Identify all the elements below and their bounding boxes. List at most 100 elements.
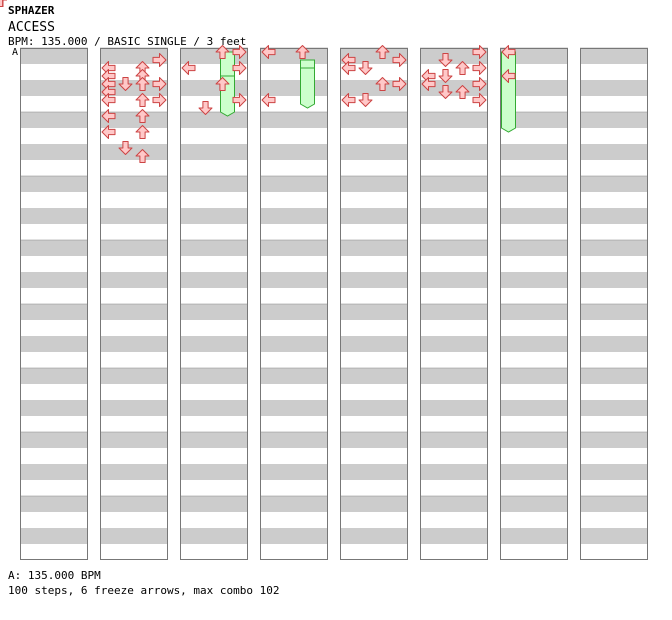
beat-band — [580, 528, 648, 544]
freeze-arrow — [300, 67, 315, 109]
beat-band — [20, 336, 88, 352]
beat-band — [20, 368, 88, 384]
beat-band — [260, 240, 328, 256]
beat-band — [500, 208, 568, 224]
beat-band — [500, 240, 568, 256]
step-arrow-down — [118, 77, 133, 91]
beat-band — [580, 272, 648, 288]
beat-band — [20, 272, 88, 288]
beat-band — [420, 336, 488, 352]
song-title: ACCESS — [8, 20, 55, 35]
step-arrow-undefined — [0, 0, 7, 7]
beat-band — [20, 240, 88, 256]
beat-band — [20, 432, 88, 448]
step-arrow-left — [421, 77, 436, 91]
beat-band — [180, 336, 248, 352]
beat-band — [100, 400, 168, 416]
chart-info: BPM: 135.000 / BASIC SINGLE / 3 feet — [8, 35, 247, 48]
beat-band — [580, 336, 648, 352]
chart-column-4 — [260, 47, 328, 560]
beat-band — [500, 272, 568, 288]
beat-band — [100, 80, 168, 96]
step-arrow-right — [152, 77, 167, 91]
beat-band — [580, 240, 648, 256]
step-arrow-down — [438, 85, 453, 99]
artist-name: SPHAZER — [8, 4, 55, 17]
beat-band — [580, 80, 648, 96]
beat-band — [580, 48, 648, 64]
step-arrow-left — [101, 125, 116, 139]
step-arrow-up — [455, 61, 470, 75]
beat-band — [500, 400, 568, 416]
beat-band — [260, 368, 328, 384]
step-arrow-up — [375, 45, 390, 59]
beat-band — [340, 48, 408, 64]
bpm-legend: A: 135.000 BPM — [8, 569, 101, 582]
beat-band — [500, 368, 568, 384]
beat-band — [420, 208, 488, 224]
beat-band — [420, 432, 488, 448]
beat-band — [100, 240, 168, 256]
beat-band — [340, 80, 408, 96]
beat-band — [260, 272, 328, 288]
beat-band — [100, 208, 168, 224]
beat-band — [180, 304, 248, 320]
beat-band — [500, 432, 568, 448]
beat-band — [340, 432, 408, 448]
beat-band — [420, 176, 488, 192]
beat-band — [180, 176, 248, 192]
beat-band — [100, 336, 168, 352]
beat-band — [420, 528, 488, 544]
beat-band — [420, 48, 488, 64]
beat-band — [100, 528, 168, 544]
step-arrow-down — [358, 61, 373, 75]
step-arrow-up — [215, 45, 230, 59]
step-arrow-up — [135, 109, 150, 123]
step-arrow-down — [198, 101, 213, 115]
beat-band — [420, 144, 488, 160]
beat-band — [20, 304, 88, 320]
beat-band — [180, 112, 248, 128]
beat-band — [420, 80, 488, 96]
step-arrow-up — [135, 77, 150, 91]
beat-band — [260, 176, 328, 192]
step-arrow-right — [232, 45, 247, 59]
beat-band — [180, 240, 248, 256]
beat-band — [420, 304, 488, 320]
bpm-marker: A — [12, 47, 19, 58]
beat-band — [20, 528, 88, 544]
beat-band — [100, 272, 168, 288]
beat-band — [500, 80, 568, 96]
beat-band — [20, 208, 88, 224]
beat-band — [20, 176, 88, 192]
step-arrow-left — [341, 93, 356, 107]
beat-band — [180, 368, 248, 384]
chart-column-2 — [100, 47, 168, 560]
beat-band — [100, 112, 168, 128]
beat-band — [420, 464, 488, 480]
beat-band — [580, 400, 648, 416]
step-arrow-right — [392, 77, 407, 91]
beat-band — [500, 304, 568, 320]
beat-band — [100, 48, 168, 64]
step-arrow-right — [152, 93, 167, 107]
chart-column-1 — [20, 47, 88, 560]
beat-band — [420, 496, 488, 512]
beat-band — [260, 208, 328, 224]
beat-band — [500, 464, 568, 480]
beat-band — [340, 400, 408, 416]
beat-band — [100, 176, 168, 192]
beat-band — [340, 272, 408, 288]
beat-band — [100, 432, 168, 448]
beat-band — [260, 336, 328, 352]
chart-stats: 100 steps, 6 freeze arrows, max combo 10… — [8, 584, 280, 597]
beat-band — [500, 176, 568, 192]
beat-band — [500, 496, 568, 512]
step-arrow-right — [472, 77, 487, 91]
step-arrow-down — [118, 141, 133, 155]
beat-band — [340, 496, 408, 512]
step-arrow-left — [181, 61, 196, 75]
beat-band — [580, 208, 648, 224]
freeze-arrow — [501, 75, 516, 133]
beat-band — [340, 144, 408, 160]
